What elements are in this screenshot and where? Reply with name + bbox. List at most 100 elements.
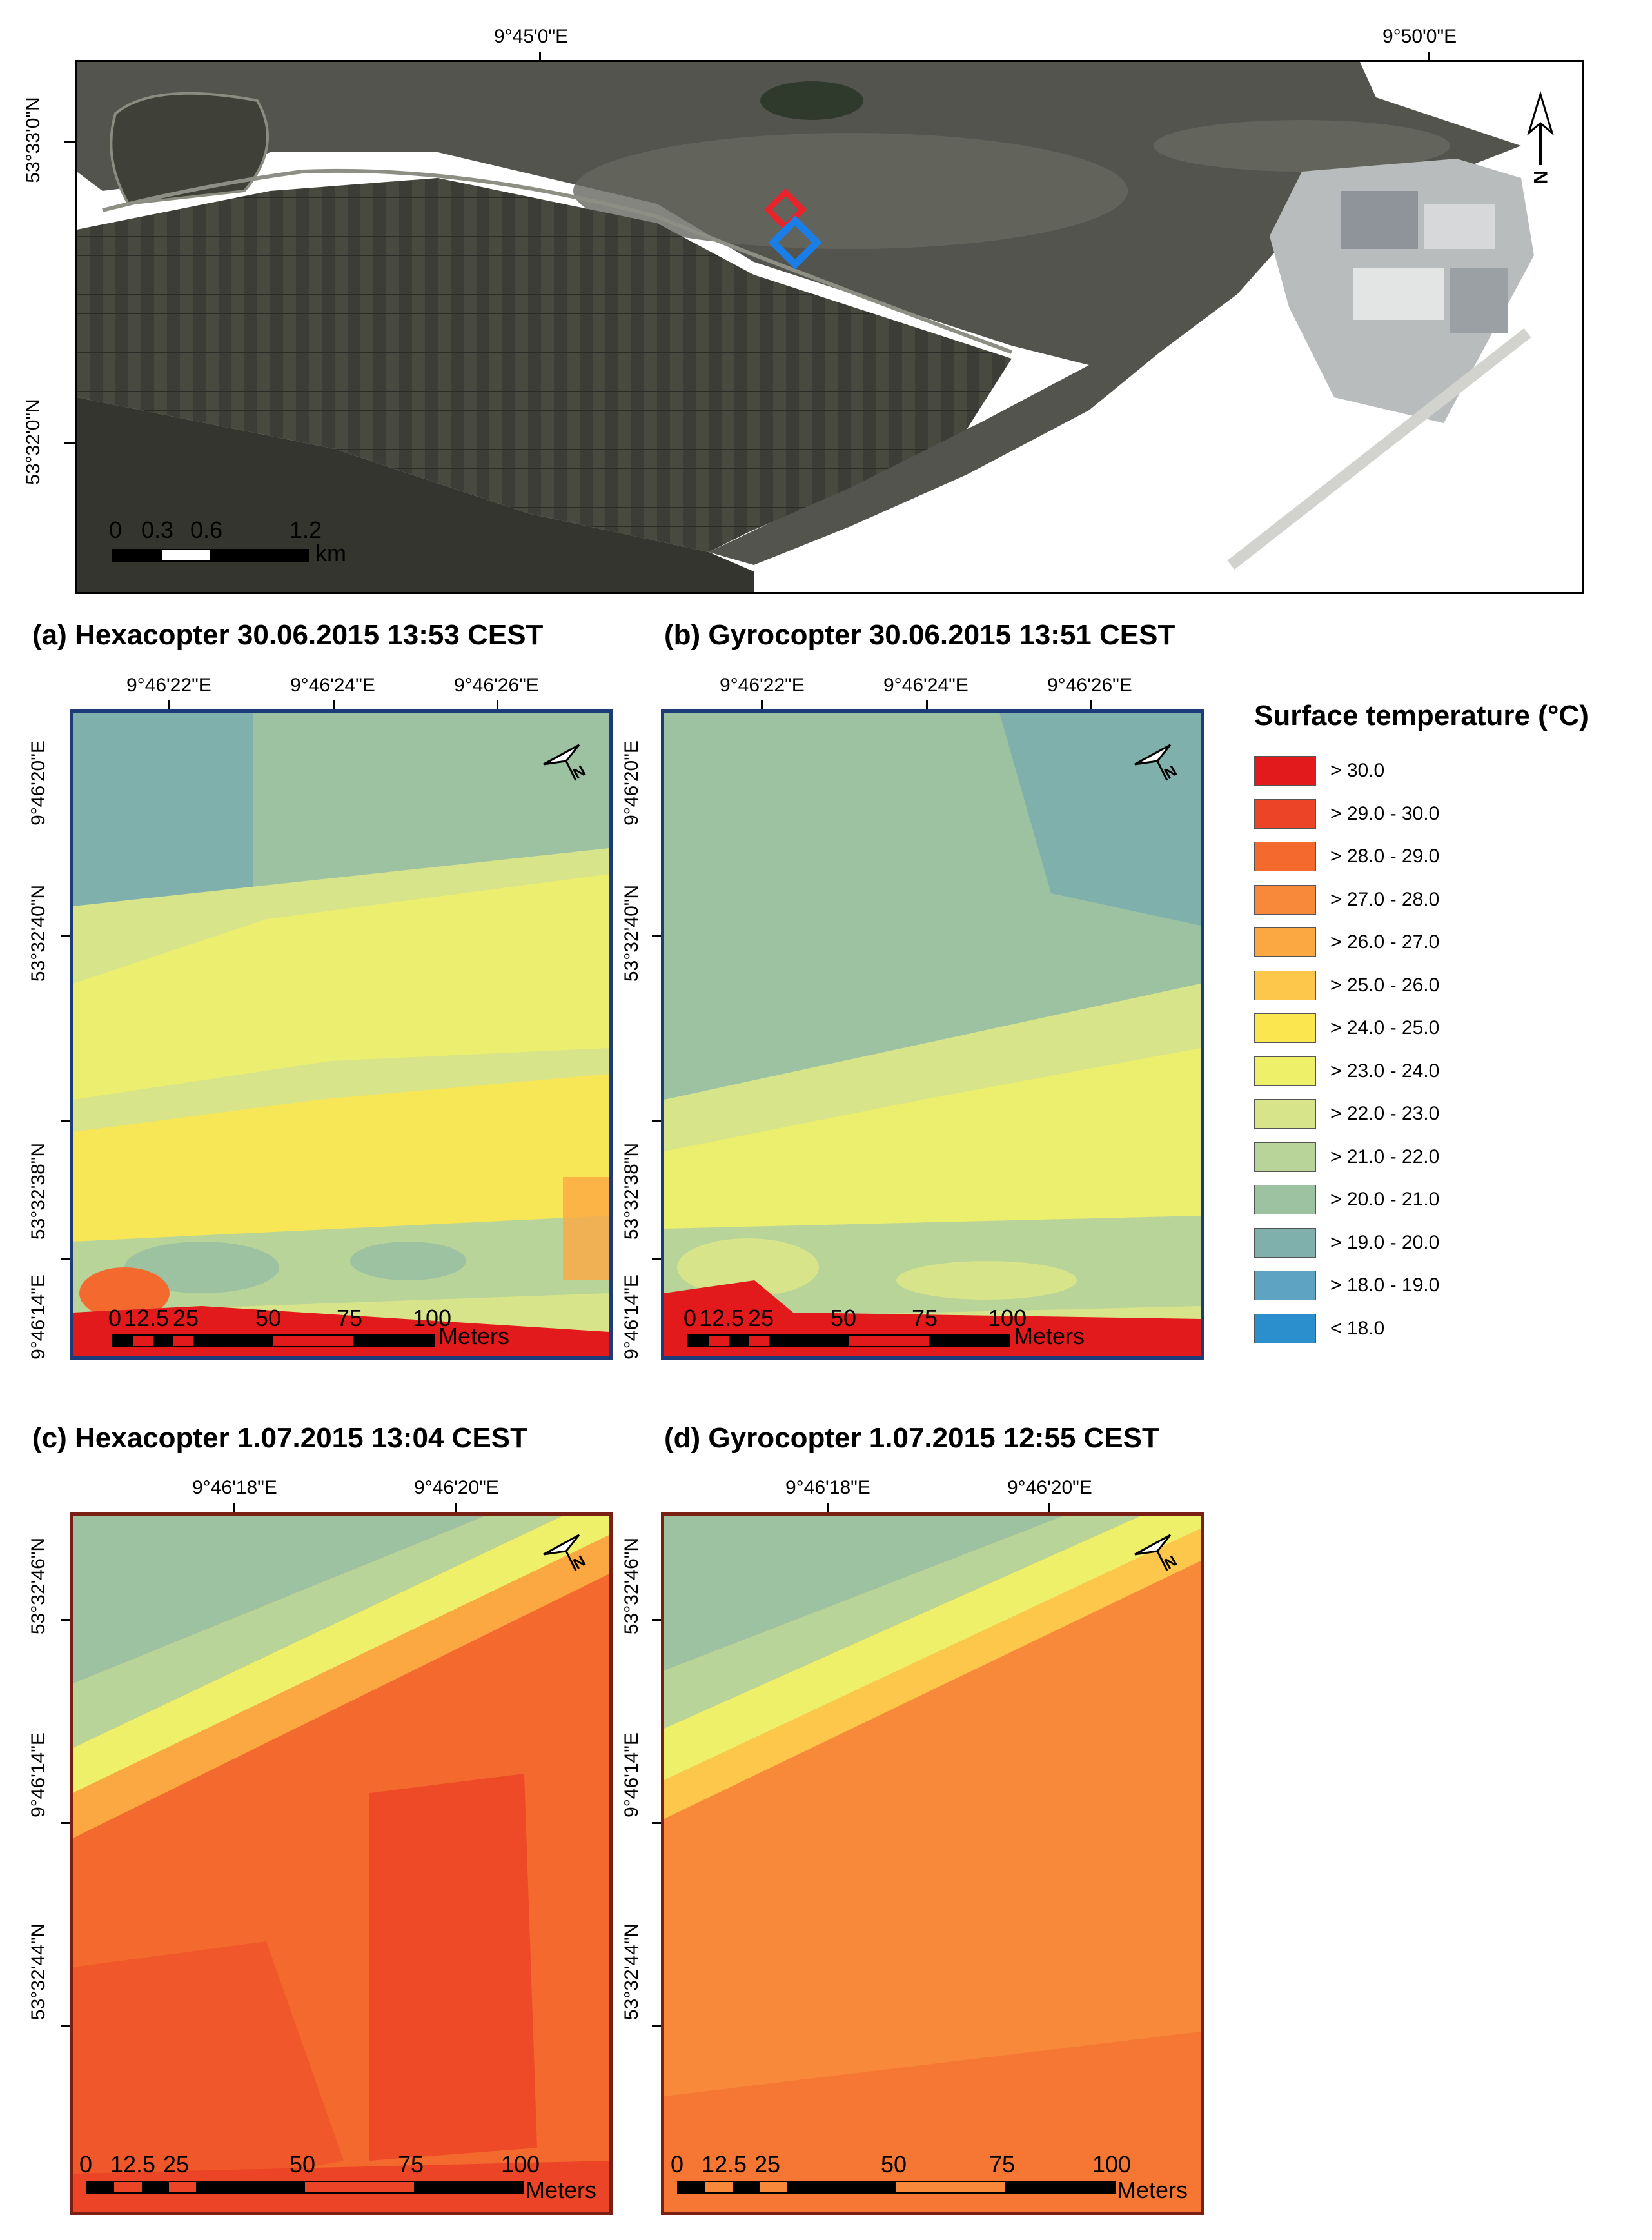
panel-b-scale-label-4: 75 bbox=[912, 1305, 938, 1331]
panel-d-scalebar: 0 12.5 25 50 75 100 Meters bbox=[671, 2151, 1199, 2209]
svg-text:N: N bbox=[1529, 170, 1551, 184]
legend-swatch bbox=[1254, 1142, 1316, 1172]
panel-c-north-arrow-icon: N bbox=[543, 1534, 589, 1573]
legend-label: > 26.0 - 27.0 bbox=[1330, 931, 1440, 953]
panel-a-top-label-1: 9°46'22"E bbox=[126, 675, 211, 696]
panel-b-scalebar: 0 12.5 25 50 75 100 Meters bbox=[683, 1305, 1148, 1356]
panel-c-scale-bar bbox=[86, 2181, 524, 2194]
panel-b-map-frame: N 0 12.5 25 50 75 100 Meters bbox=[661, 709, 1204, 1360]
panel-a-left-label-3: 53°32'38"N bbox=[28, 1142, 49, 1240]
panel-b-scale-label-0: 0 bbox=[683, 1305, 697, 1331]
panel-c-top-label-1: 9°46'18"E bbox=[192, 1477, 277, 1498]
panel-d-scale-label-2: 25 bbox=[754, 2151, 781, 2177]
panel-d-left-label-3: 53°32'44"N bbox=[621, 1923, 642, 2021]
panel-b-scale-label-3: 50 bbox=[831, 1305, 857, 1331]
legend-swatch bbox=[1254, 970, 1316, 1000]
legend-item: > 22.0 - 23.0 bbox=[1254, 1098, 1439, 1130]
panel-b-left-label-1: 9°46'20"E bbox=[621, 740, 642, 826]
river-elbe bbox=[77, 62, 1521, 565]
panel-a-title: (a) Hexacopter 30.06.2015 13:53 CEST bbox=[32, 619, 544, 651]
panel-a-left-label-4: 9°46'14"E bbox=[28, 1274, 49, 1360]
panel-c-top-label-2: 9°46'20"E bbox=[414, 1477, 499, 1498]
panel-c-scale-label-3: 50 bbox=[290, 2151, 316, 2177]
legend-swatch bbox=[1254, 842, 1316, 871]
overview-scale-bar bbox=[112, 549, 309, 562]
legend-swatch bbox=[1254, 1099, 1316, 1129]
legend-item: > 24.0 - 25.0 bbox=[1254, 1012, 1439, 1044]
panel-a-scale-label-4: 75 bbox=[337, 1305, 363, 1331]
panel-a-scale-label-3: 50 bbox=[255, 1305, 282, 1331]
panel-b-scale-unit: Meters bbox=[1014, 1323, 1085, 1349]
panel-c-scalebar: 0 12.5 25 50 75 100 Meters bbox=[79, 2151, 608, 2209]
legend-label: > 27.0 - 28.0 bbox=[1330, 888, 1440, 910]
legend-item: > 20.0 - 21.0 bbox=[1254, 1184, 1439, 1216]
panel-a-north-arrow-icon: N bbox=[543, 744, 589, 783]
panel-b-scale-label-1: 12.5 bbox=[699, 1305, 745, 1331]
legend-item: > 30.0 bbox=[1254, 755, 1384, 787]
legend-item: > 26.0 - 27.0 bbox=[1254, 926, 1439, 958]
panel-b-top-label-3: 9°46'26"E bbox=[1047, 675, 1132, 696]
panel-c-scale-label-0: 0 bbox=[79, 2151, 93, 2177]
legend-title: Surface temperature (°C) bbox=[1254, 700, 1589, 731]
panel-d-scale-bar bbox=[677, 2181, 1116, 2194]
overview-lat-label-1: 53°33'0"N bbox=[23, 97, 44, 183]
legend-label: > 18.0 - 19.0 bbox=[1330, 1274, 1440, 1296]
panel-a-scale-bar bbox=[112, 1334, 435, 1347]
panel-a-scale-unit: Meters bbox=[438, 1323, 510, 1349]
legend-swatch bbox=[1254, 884, 1316, 915]
panel-d-scale-label-4: 75 bbox=[989, 2151, 1016, 2177]
panel-a-top-label-3: 9°46'26"E bbox=[454, 675, 539, 696]
panel-d-top-label-2: 9°46'20"E bbox=[1007, 1477, 1092, 1498]
panel-a-scale-label-2: 25 bbox=[173, 1305, 199, 1331]
legend-label: > 20.0 - 21.0 bbox=[1330, 1189, 1440, 1210]
svg-text:N: N bbox=[1162, 1552, 1181, 1573]
legend-item: > 23.0 - 24.0 bbox=[1254, 1055, 1439, 1087]
overview-lat-label-2: 53°32'0"N bbox=[23, 399, 44, 485]
legend-item: > 19.0 - 20.0 bbox=[1254, 1227, 1439, 1259]
legend-label: > 19.0 - 20.0 bbox=[1330, 1231, 1440, 1253]
legend-item: > 28.0 - 29.0 bbox=[1254, 840, 1439, 873]
panel-c-scale-label-1: 12.5 bbox=[110, 2151, 156, 2177]
legend-item: > 18.0 - 19.0 bbox=[1254, 1269, 1439, 1302]
farmland bbox=[77, 178, 1012, 552]
panel-d-scale-label-0: 0 bbox=[671, 2151, 684, 2177]
panel-a-temperature-map bbox=[73, 713, 609, 1356]
panel-d-north-arrow-icon: N bbox=[1134, 1534, 1181, 1573]
legend-label: > 29.0 - 30.0 bbox=[1330, 802, 1440, 824]
legend-label: > 22.0 - 23.0 bbox=[1330, 1103, 1440, 1124]
legend-swatch bbox=[1254, 1013, 1316, 1043]
runway bbox=[1227, 328, 1531, 570]
legend-item: > 27.0 - 28.0 bbox=[1254, 884, 1439, 916]
legend-item: > 21.0 - 22.0 bbox=[1254, 1141, 1439, 1173]
panel-c-scale-label-4: 75 bbox=[398, 2151, 424, 2177]
panel-c-map-frame: N 0 12.5 25 50 75 100 Meters bbox=[70, 1512, 613, 2215]
legend-label: > 28.0 - 29.0 bbox=[1330, 846, 1440, 867]
legend-item: > 29.0 - 30.0 bbox=[1254, 798, 1439, 830]
overview-scale-unit: km bbox=[315, 540, 346, 566]
panel-c-title: (c) Hexacopter 1.07.2015 13:04 CEST bbox=[32, 1422, 527, 1454]
panel-b-scale-label-2: 25 bbox=[748, 1305, 774, 1331]
panel-d-scale-label-3: 50 bbox=[881, 2151, 907, 2177]
panel-a-left-label-1: 9°46'20"E bbox=[28, 740, 49, 826]
panel-c-left-label-3: 53°32'44"N bbox=[28, 1923, 49, 2021]
panel-b-top-label-1: 9°46'22"E bbox=[720, 675, 805, 696]
panel-c-scale-label-5: 100 bbox=[501, 2151, 540, 2177]
panel-a-scale-label-5: 100 bbox=[413, 1305, 452, 1331]
panel-c-left-label-1: 53°32'46"N bbox=[28, 1537, 49, 1635]
panel-d-map-frame: N 0 12.5 25 50 75 100 Meters bbox=[661, 1512, 1204, 2215]
overview-lon-label-1: 9°45'0"E bbox=[494, 26, 569, 47]
overview-scale-label-1: 0.3 bbox=[141, 517, 174, 543]
panel-d-left-label-1: 53°32'46"N bbox=[621, 1537, 642, 1635]
overview-map-frame: N 0 0.3 0.6 1.2 km bbox=[75, 60, 1584, 594]
panel-b-temperature-map bbox=[664, 713, 1201, 1356]
overview-lon-label-2: 9°50'0"E bbox=[1382, 26, 1457, 47]
legend-swatch bbox=[1254, 798, 1316, 829]
panel-b-left-label-3: 53°32'38"N bbox=[621, 1142, 642, 1240]
legend-swatch bbox=[1254, 1056, 1316, 1086]
overview-scale-label-2: 0.6 bbox=[190, 517, 223, 543]
legend-item: > 25.0 - 26.0 bbox=[1254, 969, 1439, 1002]
panel-a-scalebar: 0 12.5 25 50 75 100 Meters bbox=[108, 1305, 573, 1356]
legend-swatch bbox=[1254, 756, 1316, 786]
panel-b-scale-bar bbox=[687, 1334, 1010, 1347]
panel-d-scale-label-1: 12.5 bbox=[702, 2151, 747, 2177]
